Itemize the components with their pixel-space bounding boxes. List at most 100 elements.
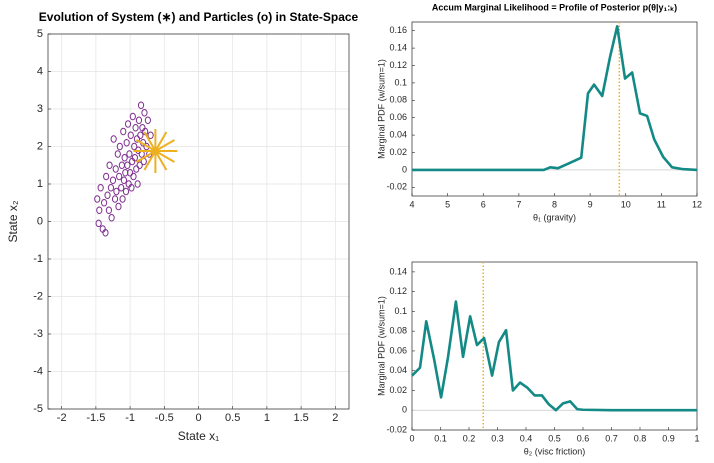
system-state bbox=[133, 129, 178, 173]
particle bbox=[131, 154, 138, 162]
x-tick-label: -0.5 bbox=[155, 412, 174, 424]
y-tick-label: -4 bbox=[33, 365, 43, 377]
particle bbox=[141, 109, 148, 117]
y-tick-label: -2 bbox=[33, 290, 43, 302]
y-tick-label: 0.14 bbox=[389, 42, 407, 52]
particle bbox=[124, 120, 132, 128]
particle bbox=[95, 219, 102, 228]
y-tick-label: 0.02 bbox=[389, 385, 407, 395]
y-tick-label: 0.04 bbox=[389, 129, 407, 139]
particle bbox=[126, 150, 133, 158]
y-tick-label: 0.02 bbox=[389, 147, 407, 157]
y-tick-label: 0 bbox=[402, 164, 407, 174]
particle bbox=[133, 165, 140, 173]
x-tick-label: 4 bbox=[409, 199, 414, 209]
particle bbox=[108, 214, 115, 222]
x-tick-label: 11 bbox=[657, 199, 666, 209]
x-axis-label: State x₁ bbox=[178, 429, 219, 443]
x-tick-label: 10 bbox=[621, 199, 631, 209]
particle bbox=[107, 184, 115, 192]
y-axis-label: Marginal PDF (w/sum=1) bbox=[376, 296, 386, 396]
x-tick-label: 2 bbox=[332, 412, 338, 424]
y-tick-label: -5 bbox=[33, 403, 43, 415]
y-tick-label: 0.08 bbox=[389, 326, 407, 336]
y-tick-label: -3 bbox=[33, 328, 43, 340]
particle bbox=[122, 187, 130, 196]
y-tick-label: 0.1 bbox=[394, 306, 407, 316]
x-tick-label: 0.6 bbox=[577, 433, 590, 443]
y-tick-label: 4 bbox=[37, 65, 43, 77]
x-tick-label: -1 bbox=[125, 412, 135, 424]
pdf-line bbox=[412, 25, 698, 172]
particle bbox=[128, 184, 135, 192]
chart-title: Accum Marginal Likelihood = Profile of P… bbox=[432, 2, 677, 12]
y-axis-label: State x₂ bbox=[6, 200, 20, 242]
x-tick-label: -1.5 bbox=[86, 412, 105, 424]
axes-box bbox=[411, 261, 698, 431]
x-tick-label: 6 bbox=[481, 199, 486, 209]
x-axis-label: θ₂ (visc friction) bbox=[524, 446, 586, 456]
x-tick-label: 0.8 bbox=[634, 433, 647, 443]
particle bbox=[116, 172, 123, 181]
x-tick-label: 0.5 bbox=[225, 412, 240, 424]
x-tick-label: -2 bbox=[57, 412, 67, 424]
y-tick-label: 0.16 bbox=[389, 25, 407, 35]
particle bbox=[121, 154, 128, 162]
x-tick-label: 5 bbox=[445, 199, 450, 209]
particle bbox=[126, 169, 134, 177]
particle bbox=[147, 131, 154, 139]
x-tick-label: 0.7 bbox=[605, 433, 618, 443]
x-tick-label: 0.4 bbox=[520, 433, 533, 443]
x-axis-label: θ₁ (gravity) bbox=[533, 212, 576, 222]
x-tick-label: 9 bbox=[588, 199, 593, 209]
particle bbox=[130, 172, 137, 181]
particle bbox=[118, 184, 125, 192]
y-tick-label: 2 bbox=[37, 140, 43, 152]
y-axis-label: Marginal PDF (w/sum=1) bbox=[376, 59, 386, 159]
particle bbox=[104, 191, 111, 199]
x-tick-label: 1 bbox=[264, 412, 270, 424]
x-tick-label: 7 bbox=[516, 199, 521, 209]
particle bbox=[109, 176, 117, 184]
y-tick-label: 0.14 bbox=[389, 266, 407, 276]
particle bbox=[135, 116, 143, 124]
y-tick-label: 0.04 bbox=[389, 365, 407, 375]
x-tick-label: 0.3 bbox=[491, 433, 504, 443]
pdf-line bbox=[411, 300, 697, 412]
plot-area bbox=[412, 262, 697, 430]
particle bbox=[134, 180, 141, 188]
y-tick-label: 0 bbox=[402, 405, 407, 415]
particle bbox=[136, 161, 143, 169]
particle bbox=[120, 176, 128, 184]
particle bbox=[127, 131, 134, 139]
y-tick-label: -1 bbox=[33, 253, 43, 265]
x-tick-label: 0 bbox=[409, 433, 414, 443]
x-tick-label: 0.9 bbox=[662, 433, 675, 443]
x-tick-label: 0.2 bbox=[463, 433, 476, 443]
particle bbox=[119, 195, 126, 203]
particle bbox=[94, 195, 101, 203]
chart-title: Evolution of System (∗) and Particles (o… bbox=[39, 10, 359, 24]
particle bbox=[113, 187, 120, 196]
particle bbox=[105, 206, 112, 214]
particle bbox=[144, 116, 151, 124]
y-tick-label: 0.12 bbox=[389, 286, 407, 296]
x-tick-label: 8 bbox=[552, 199, 557, 209]
particle bbox=[110, 135, 117, 143]
y-tick-label: 0.12 bbox=[389, 60, 407, 70]
x-tick-label: 1.5 bbox=[293, 412, 308, 424]
particle bbox=[114, 150, 121, 158]
particle bbox=[106, 161, 113, 169]
y-tick-label: 5 bbox=[37, 28, 43, 40]
x-tick-label: 12 bbox=[692, 199, 702, 209]
particle bbox=[116, 142, 123, 151]
x-tick-label: 0.1 bbox=[434, 433, 447, 443]
y-tick-label: -0.02 bbox=[386, 424, 407, 434]
x-tick-label: 0.5 bbox=[548, 433, 561, 443]
particle bbox=[97, 184, 104, 192]
particle bbox=[137, 101, 145, 109]
axes-box bbox=[47, 33, 350, 410]
particle bbox=[120, 127, 127, 136]
y-tick-label: -0.02 bbox=[386, 182, 407, 192]
